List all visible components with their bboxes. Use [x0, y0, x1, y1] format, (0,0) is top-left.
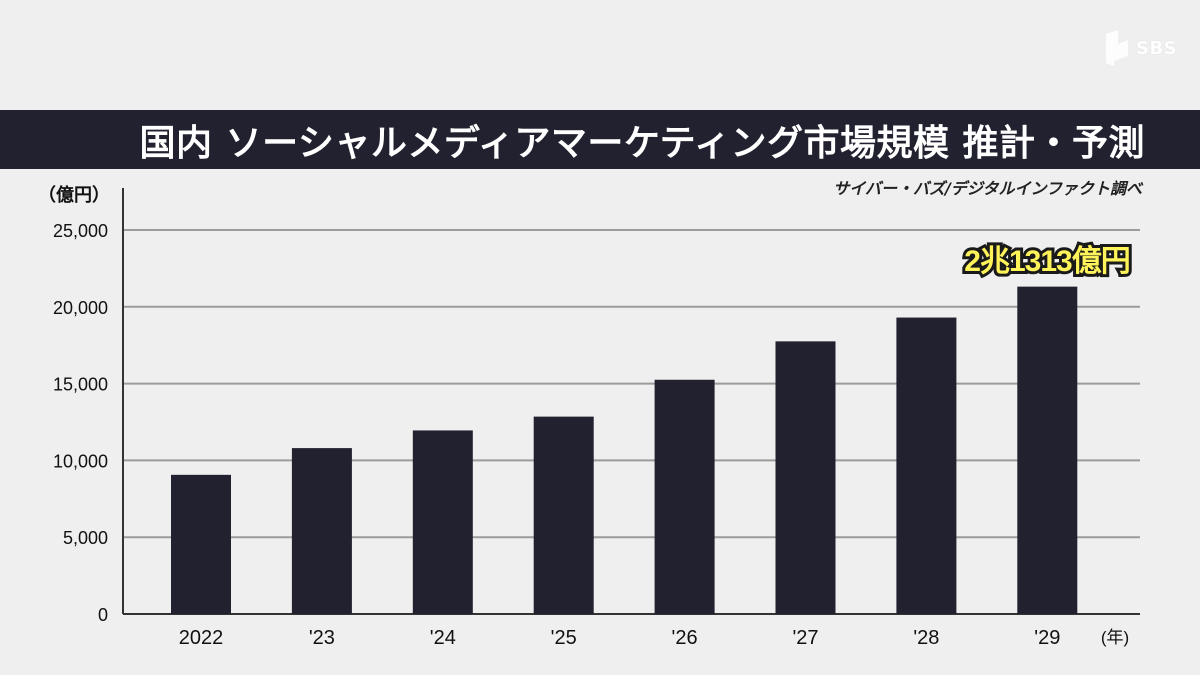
y-tick-label: 20,000: [53, 298, 108, 318]
value-callout: 2兆1313億円: [961, 242, 1133, 279]
sbs-logo-icon: [1106, 30, 1128, 66]
y-tick-label: 25,000: [53, 221, 108, 241]
source-note: サイバー・バズ/デジタルインファクト調べ: [833, 179, 1142, 198]
callout-text: 2兆1313億円: [964, 245, 1129, 278]
bar: [775, 341, 836, 614]
y-tick-label: 10,000: [53, 451, 108, 471]
logo-text: SBS: [1136, 37, 1178, 59]
x-tick-label: '26: [672, 627, 698, 649]
y-tick-label: 15,000: [53, 375, 108, 395]
bar: [896, 317, 957, 614]
page-title: 国内 ソーシャルメディアマーケティング市場規模 推計・予測: [139, 122, 1145, 164]
x-tick-label: '27: [792, 627, 818, 649]
sbs-logo: SBS: [1100, 30, 1177, 66]
y-axis-label: （億円）: [38, 184, 110, 205]
x-tick-label: '23: [309, 627, 335, 649]
x-tick-label: 2022: [179, 627, 224, 649]
bar: [171, 474, 231, 614]
y-tick-label: 5,000: [63, 528, 108, 548]
x-axis-label: (年): [1101, 628, 1129, 647]
x-tick-label: '29: [1034, 627, 1060, 649]
bar: [291, 448, 352, 614]
x-tick-label: '24: [430, 627, 456, 649]
bar: [533, 416, 594, 614]
y-tick-label: 0: [98, 605, 108, 625]
bar: [1017, 286, 1078, 614]
x-tick-label: '25: [551, 627, 577, 649]
bar: [654, 379, 715, 614]
x-tick-label: '28: [913, 627, 939, 649]
bar: [412, 430, 473, 614]
title-bar: 国内 ソーシャルメディアマーケティング市場規模 推計・予測: [0, 110, 1200, 169]
